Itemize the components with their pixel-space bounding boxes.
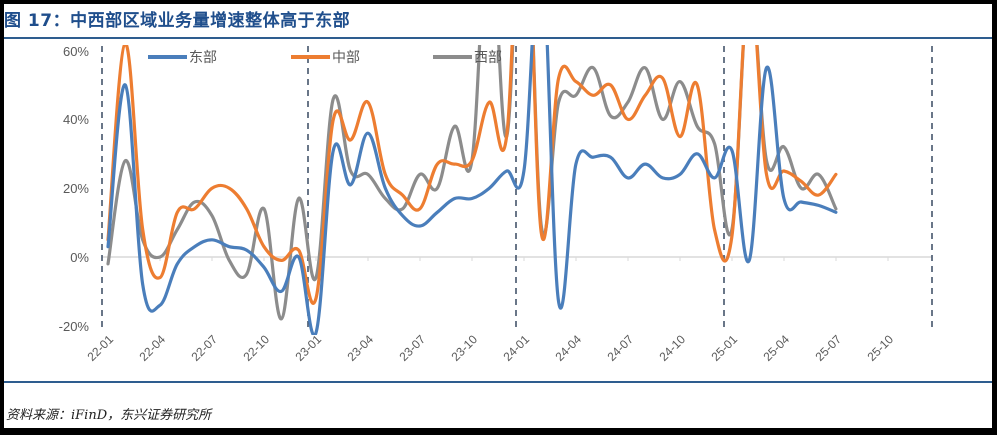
source-divider [4, 381, 992, 383]
x-tick-label: 24-01 [501, 332, 533, 364]
x-tick-label: 22-04 [137, 332, 169, 364]
x-tick-label: 24-10 [657, 332, 689, 364]
x-tick-label: 25-07 [813, 332, 845, 364]
x-axis-ticks [107, 257, 889, 261]
legend-item-central[interactable]: 中部 [291, 50, 360, 66]
y-tick-60: 60% [63, 44, 89, 59]
legend-item-east[interactable]: 东部 [148, 50, 217, 66]
legend-label-central: 中部 [332, 50, 360, 66]
year-separators [101, 46, 933, 327]
y-tick-0: 0% [70, 250, 89, 265]
x-tick-label: 23-01 [293, 332, 325, 364]
x-tick-label: 22-07 [189, 332, 221, 364]
x-tick-label: 23-07 [397, 332, 429, 364]
y-axis-labels: 60% 40% 20% 0% -20% [59, 44, 90, 334]
x-tick-label: 25-01 [709, 332, 741, 364]
legend-item-west[interactable]: 西部 [433, 50, 502, 66]
x-tick-label: 23-10 [449, 332, 481, 364]
x-tick-label: 22-01 [85, 332, 117, 364]
legend: 东部 中部 西部 [148, 50, 502, 66]
x-tick-label: 24-04 [553, 332, 585, 364]
chart-title: 图 17：中西部区域业务量增速整体高于东部 [4, 11, 351, 31]
series-lines [106, 45, 838, 335]
chart-frame [4, 4, 992, 428]
x-axis-labels: 22-01 22-04 22-07 22-10 23-01 23-04 23-07 23-10… [85, 332, 897, 364]
series-line-east [106, 45, 838, 335]
y-tick-minus20: -20% [59, 319, 90, 334]
source-note: 资料来源：iFinD，东兴证券研究所 [6, 408, 212, 423]
title-divider [4, 37, 992, 39]
y-tick-40: 40% [63, 112, 89, 127]
legend-label-west: 西部 [474, 50, 502, 66]
x-tick-label: 25-04 [761, 332, 793, 364]
x-tick-label: 25-10 [865, 332, 897, 364]
x-tick-label: 24-07 [605, 332, 637, 364]
x-tick-label: 23-04 [345, 332, 377, 364]
series-line-central [106, 45, 838, 305]
series-line-west [106, 45, 838, 321]
legend-label-east: 东部 [189, 50, 217, 66]
y-tick-20: 20% [63, 181, 89, 196]
x-tick-label: 22-10 [241, 332, 273, 364]
